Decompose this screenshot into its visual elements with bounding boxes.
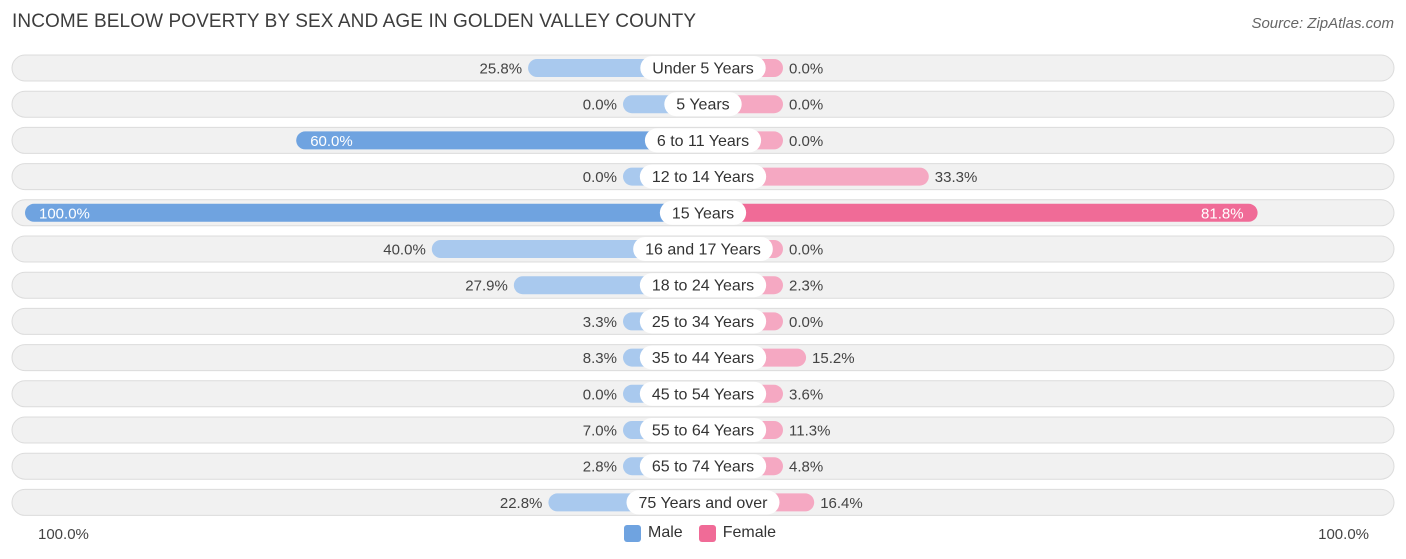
- axis-left-label: 100.0%: [38, 526, 89, 543]
- category-label: 16 and 17 Years: [645, 242, 761, 259]
- value-label-male: 8.3%: [583, 350, 617, 367]
- value-label-male: 60.0%: [310, 133, 353, 150]
- value-label-male: 3.3%: [583, 314, 617, 331]
- legend-label-male: Male: [648, 524, 683, 541]
- value-label-male: 7.0%: [583, 423, 617, 440]
- value-label-male: 2.8%: [583, 459, 617, 476]
- category-pill: [633, 237, 773, 261]
- category-label: 15 Years: [672, 205, 734, 222]
- legend-item-male: Male: [624, 524, 683, 542]
- category-pill: [639, 381, 767, 406]
- value-label-female: 0.0%: [789, 97, 823, 114]
- category-pill: [639, 418, 767, 442]
- value-label-female: 3.6%: [789, 386, 823, 403]
- category-label: 18 to 24 Years: [652, 278, 754, 295]
- category-pill: [639, 273, 767, 298]
- legend-item-female: Female: [698, 524, 777, 542]
- value-label-male: 0.0%: [583, 386, 617, 403]
- value-label-male: 22.8%: [500, 495, 543, 512]
- value-label-female: 15.2%: [812, 350, 855, 367]
- value-label-female: 2.3%: [789, 278, 823, 295]
- category-label: 35 to 44 Years: [652, 350, 754, 367]
- value-label-male: 25.8%: [480, 61, 523, 78]
- legend-swatch-male: [624, 524, 641, 542]
- value-label-female: 33.3%: [935, 169, 978, 186]
- category-pill: [659, 200, 747, 225]
- category-pill: [639, 309, 767, 334]
- value-label-female: 81.8%: [1201, 205, 1244, 222]
- value-label-male: 40.0%: [383, 242, 426, 259]
- category-pill: [640, 56, 766, 80]
- category-label: 12 to 14 Years: [652, 169, 754, 186]
- legend-swatch-female: [698, 524, 716, 542]
- category-pill: [664, 92, 742, 117]
- value-label-male: 0.0%: [583, 97, 617, 114]
- category-pill: [626, 490, 780, 515]
- legend-label-female: Female: [722, 524, 777, 541]
- bar-male: [25, 203, 703, 222]
- value-label-female: 0.0%: [789, 61, 823, 78]
- category-pill: [639, 345, 767, 370]
- category-label: 5 Years: [676, 97, 729, 114]
- category-pill: [644, 128, 762, 153]
- category-label: 45 to 54 Years: [652, 386, 754, 403]
- category-pill: [639, 164, 767, 189]
- value-label-female: 0.0%: [789, 133, 823, 150]
- value-label-male: 100.0%: [39, 205, 90, 222]
- source-label: Source: ZipAtlas.com: [1251, 15, 1394, 32]
- chart-title: INCOME BELOW POVERTY BY SEX AND AGE IN G…: [12, 11, 697, 32]
- category-label: 6 to 11 Years: [657, 133, 749, 150]
- category-label: 65 to 74 Years: [652, 459, 754, 476]
- value-label-male: 27.9%: [465, 278, 508, 295]
- value-label-female: 16.4%: [820, 495, 863, 512]
- bar-male: [296, 131, 703, 150]
- legend: Male Female: [624, 524, 792, 542]
- category-label: 75 Years and over: [639, 495, 769, 512]
- chart-canvas: 25.8% 0.0% Under 5 Years 0.0% 0.0% 5 Years 60.…: [11, 54, 1395, 516]
- bar-female: [703, 203, 1258, 222]
- category-label: 55 to 64 Years: [652, 423, 754, 440]
- category-pill: [639, 454, 767, 479]
- category-label: 25 to 34 Years: [652, 314, 754, 331]
- axis-right-label: 100.0%: [1318, 526, 1369, 543]
- value-label-female: 0.0%: [789, 242, 823, 259]
- value-label-female: 4.8%: [789, 459, 823, 476]
- category-label: Under 5 Years: [652, 61, 753, 78]
- value-label-female: 0.0%: [789, 314, 823, 331]
- value-label-female: 11.3%: [789, 423, 830, 440]
- value-label-male: 0.0%: [583, 169, 617, 186]
